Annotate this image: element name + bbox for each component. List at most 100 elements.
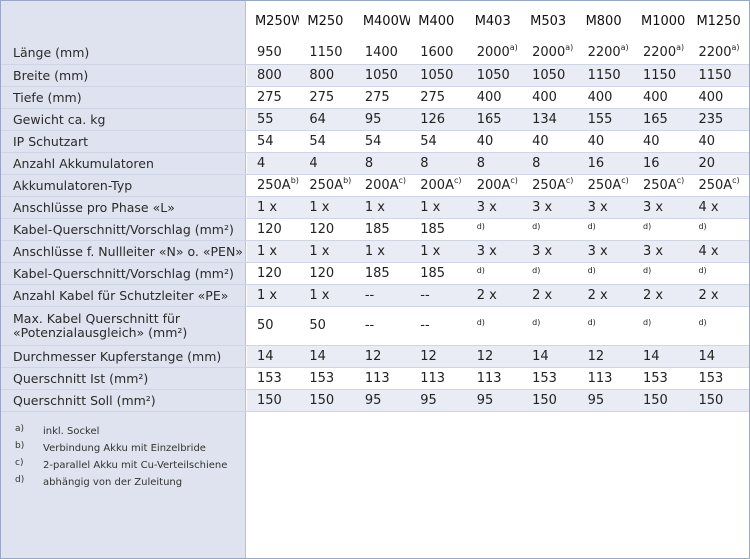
table-row: Gewicht ca. kg 55 64 95 126 165 134 155 165 235 bbox=[1, 108, 749, 131]
cell-value: 40 bbox=[643, 133, 660, 149]
cell-value: 1050 bbox=[364, 67, 398, 83]
table-cell: 1 x bbox=[246, 240, 300, 263]
table-cell: 150 bbox=[246, 389, 300, 412]
footnote-text: inkl. Sockel bbox=[43, 426, 100, 437]
table-cell: 3 x bbox=[577, 240, 633, 263]
table-row: Querschnitt Ist (mm²) 153 153 113 113 113 153 1… bbox=[1, 367, 749, 390]
row-label-text: Durchmesser Kupferstange (mm) bbox=[13, 348, 222, 364]
cell-value: 200A bbox=[476, 177, 511, 193]
cell-value: 113 bbox=[364, 370, 390, 386]
cell-value: 1600 bbox=[420, 45, 454, 61]
footnote-ref: c) bbox=[565, 175, 574, 185]
footnote-ref: d) bbox=[476, 318, 485, 327]
table-cell: 400 bbox=[522, 86, 578, 109]
cell-value: 1 x bbox=[420, 199, 441, 215]
table-cell: 2200a) bbox=[577, 42, 633, 65]
table-cell: 150 bbox=[522, 389, 578, 412]
table-cell: 1050 bbox=[522, 64, 578, 87]
table-row: Anschlüsse pro Phase «L» 1 x 1 x 1 x 1 x 3 x 3… bbox=[1, 196, 749, 219]
table-cell: 14 bbox=[299, 345, 355, 368]
table-cell: 3 x bbox=[522, 196, 578, 219]
table-body: Länge (mm) 950 1150 1400 1600 2000a) 2000a) 220… bbox=[1, 42, 749, 412]
footnote-ref: d) bbox=[587, 221, 596, 231]
model-header: M400 bbox=[418, 14, 455, 29]
cell-value: 16 bbox=[587, 155, 605, 171]
cell-value: 64 bbox=[309, 111, 326, 127]
cell-value: 1 x bbox=[256, 287, 278, 303]
table-cell: 1150 bbox=[688, 64, 749, 87]
row-label-text: Tiefe (mm) bbox=[13, 89, 82, 105]
footnote: b) Verbindung Akku mit Einzelbride bbox=[15, 441, 245, 460]
table-cell: 3 x bbox=[633, 196, 689, 219]
table-cell: d) bbox=[522, 306, 578, 346]
cell-value: 400 bbox=[476, 89, 502, 105]
cell-value: 400 bbox=[698, 89, 724, 105]
table-cell: 153 bbox=[299, 367, 355, 390]
table-cell: 275 bbox=[354, 86, 411, 109]
footnote-ref: c) bbox=[676, 175, 685, 185]
table-cell: 153 bbox=[688, 367, 749, 390]
cell-value: 275 bbox=[309, 89, 335, 105]
table-cell: 250Ab) bbox=[246, 174, 300, 197]
footnote-ref: c) bbox=[621, 175, 629, 185]
cell-value: 1150 bbox=[309, 45, 343, 61]
table-row: IP Schutzart 54 54 54 54 40 40 40 40 40 bbox=[1, 130, 749, 153]
table-cell: 800 bbox=[299, 64, 355, 87]
cell-value: 2 x bbox=[587, 287, 608, 303]
table-cell: 120 bbox=[299, 218, 355, 241]
cell-value: 1050 bbox=[476, 67, 510, 83]
table-row: Durchmesser Kupferstange (mm) 14 14 12 12 12 1… bbox=[1, 345, 749, 368]
cell-value: 14 bbox=[256, 348, 274, 364]
table-cell: 50 bbox=[246, 306, 300, 346]
table-cell: 2 x bbox=[522, 284, 578, 307]
table-cell: 4 x bbox=[688, 240, 749, 263]
footnote-ref: d) bbox=[698, 318, 707, 327]
cell-value: 165 bbox=[643, 111, 668, 127]
footnote-key: c) bbox=[15, 458, 24, 468]
table-cell: -- bbox=[354, 306, 411, 346]
footnotes: a) inkl. Sockel b) Verbindung Akku mit E… bbox=[15, 424, 245, 494]
cell-value: 155 bbox=[587, 111, 613, 127]
cell-value: 3 x bbox=[476, 243, 497, 259]
table-cell: 120 bbox=[246, 262, 300, 285]
row-label: Anzahl Kabel für Schutzleiter «PE» bbox=[1, 284, 247, 307]
cell-value: 4 x bbox=[698, 199, 719, 215]
cell-value: 8 bbox=[476, 155, 485, 171]
model-header: M800 bbox=[585, 14, 622, 29]
cell-value: 250A bbox=[698, 177, 733, 193]
table-row: Querschnitt Soll (mm²) 150 150 95 95 95 150 95 1… bbox=[1, 389, 749, 412]
footnote-key: b) bbox=[15, 441, 25, 451]
row-label: Länge (mm) bbox=[1, 42, 247, 65]
table-cell: 2200a) bbox=[688, 42, 749, 65]
row-label: Durchmesser Kupferstange (mm) bbox=[1, 345, 247, 368]
cell-value: 800 bbox=[309, 67, 335, 83]
footnote-ref: a) bbox=[620, 43, 629, 53]
table-cell: 1 x bbox=[299, 196, 355, 219]
table-cell: 153 bbox=[633, 367, 689, 390]
cell-value: 153 bbox=[309, 370, 335, 386]
table-cell: 185 bbox=[354, 262, 411, 285]
table-cell: 120 bbox=[246, 218, 300, 241]
table-cell: 12 bbox=[354, 345, 411, 368]
cell-value: 12 bbox=[476, 348, 494, 364]
table-cell: 2000a) bbox=[522, 42, 578, 65]
cell-value: 50 bbox=[309, 318, 326, 333]
table-cell: 40 bbox=[522, 130, 578, 153]
table-cell: 200Ac) bbox=[354, 174, 411, 197]
cell-value: 3 x bbox=[532, 199, 553, 215]
cell-value: 95 bbox=[364, 111, 382, 127]
table-cell: 113 bbox=[354, 367, 411, 390]
table-cell: 8 bbox=[354, 152, 411, 175]
cell-value: 1 x bbox=[364, 199, 385, 215]
row-label-text: Akkumulatoren-Typ bbox=[13, 177, 133, 193]
specification-table: M250W M250 M400W M400 M403 M503 M800 M10… bbox=[1, 1, 749, 412]
table-cell: 250Ac) bbox=[688, 174, 749, 197]
table-cell: 2 x bbox=[633, 284, 689, 307]
row-label: Max. Kabel Querschnitt für «Potenzialaus… bbox=[1, 306, 247, 346]
table-row: Breite (mm) 800 800 1050 1050 1050 1050 1150 115… bbox=[1, 64, 749, 87]
table-row: Kabel-Querschnitt/Vorschlag (mm²) 120 120 1… bbox=[1, 218, 749, 241]
cell-value: 134 bbox=[532, 111, 557, 127]
cell-value: 3 x bbox=[643, 243, 664, 259]
footnote-ref: a) bbox=[509, 43, 518, 53]
table-cell: 113 bbox=[466, 367, 523, 390]
